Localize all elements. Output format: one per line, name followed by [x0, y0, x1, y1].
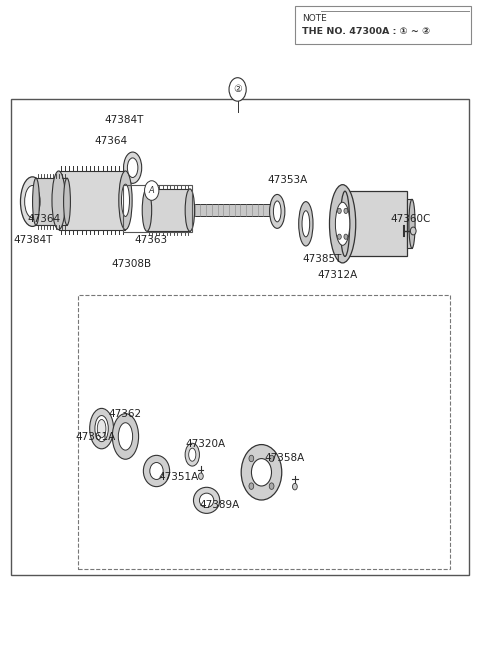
Ellipse shape [112, 413, 139, 459]
Ellipse shape [118, 422, 132, 450]
Ellipse shape [274, 201, 281, 222]
Ellipse shape [63, 178, 71, 225]
Circle shape [269, 483, 274, 489]
Ellipse shape [90, 408, 114, 449]
Text: 47385T: 47385T [302, 253, 341, 263]
Text: 47353A: 47353A [268, 176, 308, 185]
Ellipse shape [299, 202, 313, 246]
Text: 47308B: 47308B [111, 259, 151, 269]
Ellipse shape [144, 455, 169, 487]
Ellipse shape [119, 171, 132, 230]
Bar [11, 99, 469, 575]
Ellipse shape [97, 419, 106, 438]
Ellipse shape [336, 202, 350, 246]
Text: 47384T: 47384T [104, 115, 144, 125]
Ellipse shape [409, 199, 415, 248]
Text: A: A [149, 186, 155, 195]
Text: 47384T: 47384T [13, 234, 53, 245]
Ellipse shape [302, 211, 310, 237]
Text: 47361A: 47361A [75, 432, 116, 441]
Ellipse shape [121, 184, 130, 216]
Ellipse shape [185, 443, 199, 466]
Text: ②: ② [233, 84, 242, 94]
Text: 47351A: 47351A [159, 472, 199, 482]
Circle shape [337, 234, 341, 239]
Bar [190, 204, 271, 216]
Circle shape [344, 208, 348, 214]
Ellipse shape [24, 185, 40, 217]
Text: 47312A: 47312A [318, 270, 358, 280]
Text: 47362: 47362 [109, 409, 142, 419]
Circle shape [249, 455, 254, 462]
Text: 47363: 47363 [134, 234, 167, 245]
Circle shape [337, 208, 341, 214]
Ellipse shape [252, 458, 272, 486]
Circle shape [199, 473, 203, 479]
Circle shape [269, 455, 274, 462]
Ellipse shape [185, 189, 194, 231]
Ellipse shape [150, 462, 163, 479]
Text: 47389A: 47389A [199, 500, 240, 510]
Ellipse shape [127, 158, 138, 178]
Bar [36, 178, 67, 225]
Ellipse shape [270, 195, 285, 229]
Ellipse shape [199, 493, 214, 508]
Ellipse shape [142, 189, 152, 231]
Ellipse shape [329, 185, 356, 263]
Bar [78, 295, 450, 569]
Ellipse shape [123, 152, 142, 183]
Text: 47364: 47364 [28, 214, 61, 225]
Bar [59, 171, 125, 230]
Ellipse shape [52, 171, 65, 230]
Circle shape [292, 483, 297, 490]
Circle shape [344, 234, 348, 239]
Bar [123, 185, 192, 232]
Bar [407, 199, 412, 248]
Ellipse shape [241, 445, 282, 500]
Text: NOTE: NOTE [302, 14, 327, 24]
Text: 47358A: 47358A [265, 453, 305, 462]
Circle shape [249, 483, 254, 489]
Ellipse shape [340, 191, 349, 256]
Ellipse shape [33, 178, 39, 225]
Bar [345, 191, 407, 256]
Circle shape [144, 181, 159, 200]
Circle shape [410, 227, 416, 235]
Text: 47360C: 47360C [390, 214, 431, 225]
Ellipse shape [95, 415, 108, 441]
Circle shape [229, 78, 246, 101]
Bar [147, 189, 190, 231]
Text: 47320A: 47320A [185, 440, 225, 449]
Text: 47364: 47364 [95, 136, 128, 146]
Ellipse shape [21, 177, 44, 227]
Text: THE NO. 47300A : ① ~ ②: THE NO. 47300A : ① ~ ② [302, 27, 430, 36]
Bar [295, 6, 471, 44]
Ellipse shape [193, 487, 220, 514]
Ellipse shape [189, 448, 196, 461]
